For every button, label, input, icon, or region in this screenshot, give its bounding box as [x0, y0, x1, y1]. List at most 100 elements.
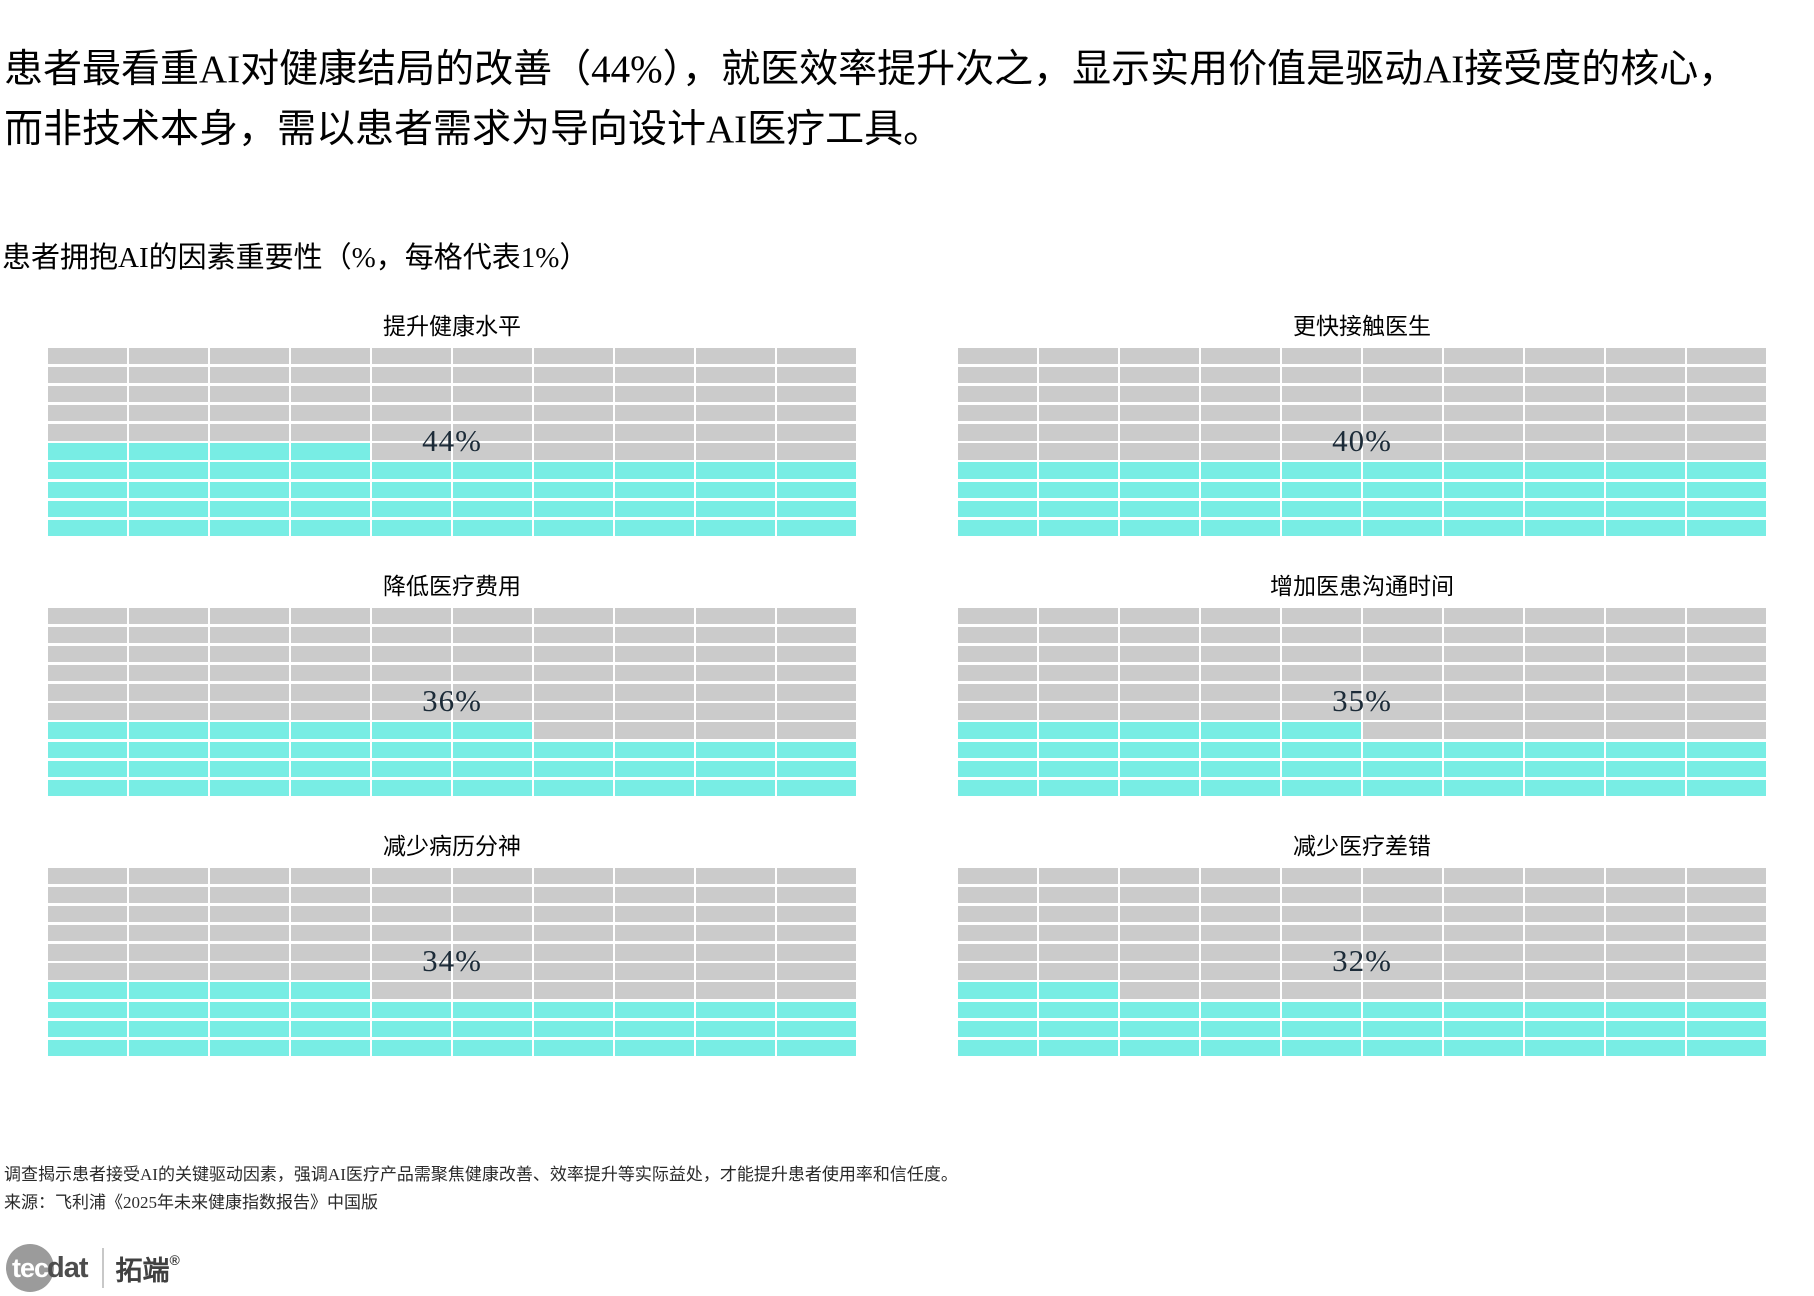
waffle-cell — [534, 627, 613, 644]
waffle-cell — [1363, 722, 1442, 739]
waffle-cell — [210, 868, 289, 885]
waffle-cell — [291, 684, 370, 701]
waffle-cell — [1201, 424, 1280, 441]
waffle-cell — [615, 944, 694, 961]
chart-title: 降低医疗费用 — [383, 574, 521, 599]
waffle-cell — [372, 405, 451, 422]
waffle-cell — [615, 646, 694, 663]
waffle-cell — [1363, 424, 1442, 441]
waffle-cell — [1606, 367, 1685, 384]
waffle-cell — [48, 741, 127, 758]
waffle-cell — [696, 868, 775, 885]
waffle-cell — [291, 1001, 370, 1018]
waffle-cell — [1282, 424, 1361, 441]
waffle-cell — [534, 760, 613, 777]
waffle-cell — [696, 348, 775, 365]
waffle-cell — [1120, 519, 1199, 536]
logo-divider — [101, 1248, 104, 1288]
waffle-cell — [1039, 665, 1118, 682]
percent-label: 34% — [422, 942, 482, 978]
waffle-cell — [1525, 627, 1604, 644]
waffle-cell — [291, 741, 370, 758]
waffle-cell — [291, 424, 370, 441]
waffle-cell — [48, 963, 127, 980]
waffle-cell — [1282, 982, 1361, 999]
waffle-cell — [453, 646, 532, 663]
waffle-cell — [210, 944, 289, 961]
waffle-cell — [453, 868, 532, 885]
waffle-cell — [210, 722, 289, 739]
logo-ellipse: tec — [6, 1244, 54, 1292]
waffle-chart: 减少医疗差错 32% — [958, 820, 1766, 1056]
waffle-cell — [1201, 963, 1280, 980]
waffle-cell — [48, 424, 127, 441]
waffle-cell — [1282, 481, 1361, 498]
waffle-cell — [291, 982, 370, 999]
waffle-cell — [1039, 646, 1118, 663]
waffle-cell — [1120, 443, 1199, 460]
waffle-cell — [453, 887, 532, 904]
waffle-cell — [1363, 500, 1442, 517]
waffle-cell — [372, 684, 451, 701]
waffle-cell — [372, 1020, 451, 1037]
waffle-cell — [1282, 519, 1361, 536]
waffle-cell — [129, 665, 208, 682]
waffle-cell — [777, 348, 856, 365]
waffle-cell — [1525, 887, 1604, 904]
logo-text-cn: 拓端 — [115, 1255, 170, 1286]
waffle-cell — [1201, 443, 1280, 460]
waffle-cell — [958, 627, 1037, 644]
waffle-grid: 40% — [958, 348, 1766, 536]
waffle-cell — [615, 367, 694, 384]
waffle-cell — [777, 982, 856, 999]
waffle-cell — [696, 760, 775, 777]
waffle-cell — [48, 627, 127, 644]
waffle-cell — [1525, 741, 1604, 758]
waffle-cell — [1282, 944, 1361, 961]
waffle-cell — [291, 887, 370, 904]
waffle-cell — [958, 500, 1037, 517]
waffle-cell — [1606, 348, 1685, 365]
chart-title: 增加医患沟通时间 — [1270, 574, 1454, 599]
waffle-cell — [615, 868, 694, 885]
waffle-cell — [453, 944, 532, 961]
waffle-cell — [696, 944, 775, 961]
waffle-cell — [1039, 684, 1118, 701]
waffle-cell — [1039, 500, 1118, 517]
waffle-cell — [534, 906, 613, 923]
waffle-cell — [777, 779, 856, 796]
waffle-cell — [48, 1001, 127, 1018]
waffle-cell — [1525, 1039, 1604, 1056]
waffle-cell — [129, 1001, 208, 1018]
waffle-cell — [958, 367, 1037, 384]
waffle-cell — [129, 405, 208, 422]
waffle-cell — [129, 500, 208, 517]
waffle-cell — [1687, 608, 1766, 625]
waffle-cell — [1444, 608, 1523, 625]
waffle-cell — [1120, 462, 1199, 479]
waffle-cell — [129, 608, 208, 625]
waffle-cell — [1039, 443, 1118, 460]
percent-label: 40% — [1332, 422, 1392, 458]
waffle-cell — [372, 481, 451, 498]
waffle-cell — [777, 424, 856, 441]
waffle-cell — [291, 944, 370, 961]
waffle-cell — [372, 868, 451, 885]
waffle-cell — [1444, 703, 1523, 720]
waffle-cell — [1525, 424, 1604, 441]
waffle-cell — [129, 741, 208, 758]
waffle-cell — [453, 519, 532, 536]
waffle-cell — [1201, 887, 1280, 904]
waffle-cell — [291, 1039, 370, 1056]
waffle-cell — [48, 868, 127, 885]
footer-source: 来源：飞利浦《2025年未来健康指数报告》中国版 — [4, 1193, 378, 1212]
waffle-cell — [453, 963, 532, 980]
waffle-cell — [1606, 462, 1685, 479]
waffle-cell — [48, 500, 127, 517]
waffle-cell — [48, 760, 127, 777]
waffle-cell — [696, 982, 775, 999]
waffle-cell — [1525, 405, 1604, 422]
waffle-cell — [129, 925, 208, 942]
waffle-cell — [1444, 462, 1523, 479]
waffle-cell — [1444, 887, 1523, 904]
